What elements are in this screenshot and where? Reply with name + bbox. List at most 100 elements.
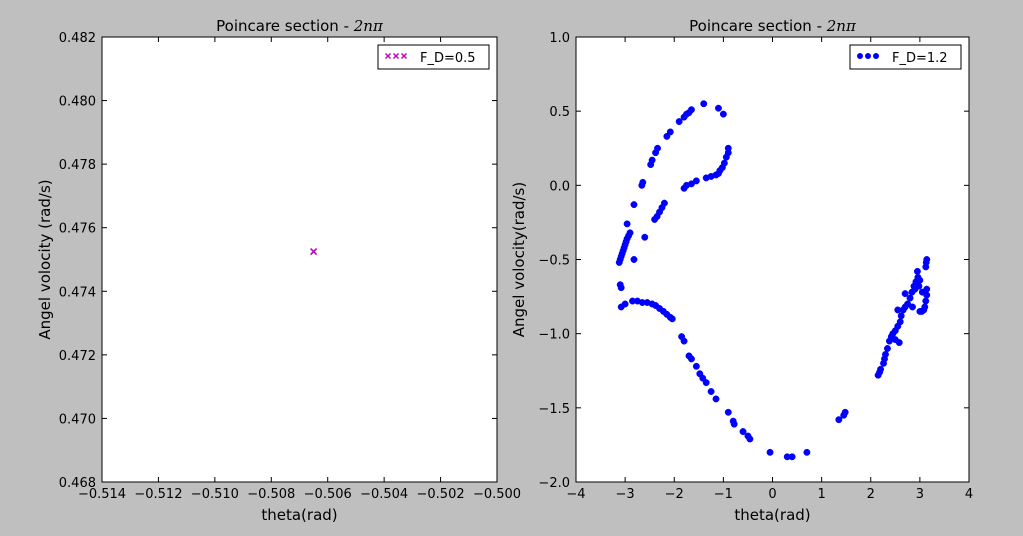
y-tick-label: −1.0 (538, 328, 570, 343)
x-tick-label: −0.512 (134, 487, 182, 502)
axes-frame (575, 36, 970, 483)
data-point (630, 201, 638, 209)
data-point (896, 318, 904, 326)
y-tick-label: −1.5 (538, 402, 570, 417)
data-point (803, 448, 811, 456)
y-tick-label: −2.0 (538, 476, 570, 491)
data-point (630, 256, 638, 263)
legend-marker (873, 53, 879, 59)
legend-label: F_D=0.5 (420, 51, 476, 66)
data-point (894, 306, 902, 314)
data-point (901, 290, 909, 298)
data-point (766, 448, 774, 456)
legend-box (849, 44, 962, 70)
right-poincare-panel: −4 −3 −2 −1 0 1 2 3 4 −2.0 −1.5 −1.0 −0.5 0.0 0.5 1.0 Po… (510, 17, 973, 524)
data-point (626, 229, 634, 237)
data-point (310, 247, 318, 256)
data-point (700, 100, 708, 108)
y-tick-label: 0.468 (59, 476, 96, 491)
x-tick-label: 4 (965, 487, 973, 502)
data-point (724, 408, 732, 416)
data-point (666, 128, 674, 136)
data-point (668, 315, 676, 323)
plot-area (576, 37, 969, 482)
data-point (746, 435, 754, 443)
x-tick-label: −3 (616, 487, 635, 502)
data-point (923, 256, 931, 263)
x-tick-label: −2 (665, 487, 684, 502)
x-tick-label: −0.504 (360, 487, 408, 502)
data-point (916, 276, 924, 284)
data-point (719, 110, 727, 118)
data-point (909, 303, 916, 311)
data-point (623, 220, 631, 228)
data-point (654, 144, 661, 152)
y-tick-label: 0.470 (59, 412, 96, 427)
data-point (906, 294, 914, 302)
y-tick-label: 0.5 (549, 105, 570, 120)
data-point (722, 153, 730, 161)
x-tick-label: −1 (714, 487, 733, 502)
legend-marker (865, 53, 871, 59)
legend: F_D=0.5 (377, 44, 490, 70)
data-point (641, 233, 649, 241)
data-point (922, 297, 930, 305)
data-point (788, 453, 796, 461)
legend-marker (385, 53, 391, 59)
y-tick-label: 0.476 (59, 222, 96, 237)
x-tick-label: 3 (916, 487, 924, 502)
x-tick-label: −0.514 (78, 487, 126, 502)
data-point (882, 350, 889, 358)
plot-area (102, 37, 497, 482)
x-tick-label: −0.502 (417, 487, 465, 502)
y-tick-label: 0.472 (59, 349, 96, 364)
data-point (687, 355, 695, 363)
chart-title: Poincare section - 2nπ (689, 17, 857, 35)
data-point (675, 118, 683, 126)
data-point (884, 345, 891, 352)
data-point (651, 216, 659, 223)
data-point (687, 106, 695, 114)
data-point (617, 303, 625, 311)
data-point (918, 288, 926, 296)
x-tick-label: −0.500 (473, 487, 521, 502)
data-point (897, 312, 905, 320)
axes-frame (101, 36, 498, 483)
y-axis-label: Angel volocity(rad/s) (510, 182, 528, 337)
y-tick-label: 0.482 (59, 31, 96, 46)
x-axis-label: theta(rad) (261, 506, 337, 524)
data-point (692, 362, 700, 370)
data-point (639, 178, 647, 186)
data-point (617, 284, 625, 292)
x-tick-label: −0.508 (247, 487, 295, 502)
data-point (739, 428, 747, 436)
y-tick-label: 0.474 (59, 285, 96, 300)
data-point (895, 339, 903, 347)
data-point (702, 174, 710, 182)
data-point (707, 388, 715, 395)
data-point (911, 285, 919, 293)
data-point (841, 408, 849, 416)
legend: F_D=1.2 (849, 44, 962, 70)
legend-marker (393, 53, 399, 59)
x-tick-label: 2 (867, 487, 875, 502)
data-point (877, 365, 885, 373)
data-point (715, 104, 722, 112)
data-point (835, 416, 843, 424)
y-tick-label: 0.0 (549, 179, 570, 194)
x-tick-label: −4 (566, 487, 585, 502)
y-tick-label: 0.480 (59, 95, 96, 110)
x-tick-label: −0.510 (191, 487, 239, 502)
x-axis-label: theta(rad) (734, 506, 810, 524)
legend-marker (401, 53, 407, 59)
chart-title: Poincare section - 2nπ (216, 17, 384, 35)
y-tick-label: 1.0 (549, 31, 570, 46)
left-poincare-panel: −0.514 −0.512 −0.510 −0.508 −0.506 −0.504 −0.5… (36, 17, 521, 524)
data-point (712, 395, 720, 403)
x-tick-label: −0.506 (304, 487, 352, 502)
data-point (680, 337, 688, 345)
data-point (702, 379, 710, 387)
data-point (680, 184, 688, 192)
data-point (730, 420, 738, 428)
